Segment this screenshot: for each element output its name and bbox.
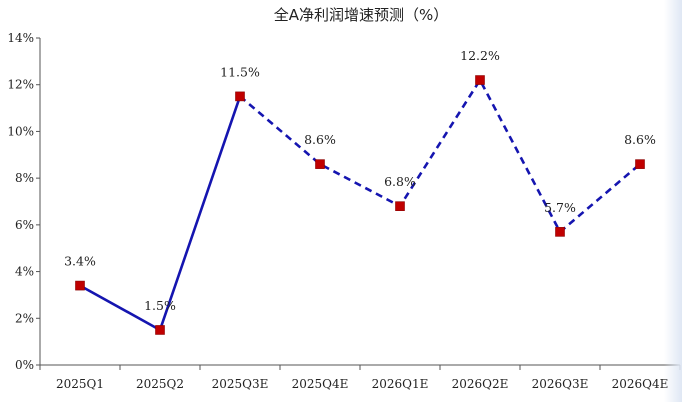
data-point bbox=[635, 159, 645, 169]
x-tick-label: 2026Q4E bbox=[612, 377, 669, 391]
x-tick-label: 2025Q1 bbox=[56, 377, 104, 391]
data-point bbox=[155, 325, 165, 335]
x-tick-label: 2026Q3E bbox=[532, 377, 589, 391]
data-labels: 3.4% 1.5% 11.5% 8.6% 6.8% 12.2% 5.7% 8.6% bbox=[64, 48, 656, 313]
data-point bbox=[75, 280, 85, 291]
actual-series-line bbox=[79, 95, 242, 332]
series-markers bbox=[75, 75, 645, 335]
data-label: 6.8% bbox=[384, 174, 416, 189]
y-tick-label: 4% bbox=[15, 265, 34, 279]
y-tick-label: 14% bbox=[7, 31, 34, 45]
x-tick-label: 2025Q3E bbox=[212, 377, 269, 391]
data-label: 12.2% bbox=[460, 48, 500, 63]
data-label: 1.5% bbox=[144, 298, 176, 313]
y-tick-label: 6% bbox=[15, 218, 34, 232]
x-tick-label: 2026Q1E bbox=[372, 377, 429, 391]
data-point bbox=[555, 227, 565, 237]
y-tick-label: 0% bbox=[15, 358, 34, 372]
x-tick-label: 2025Q2 bbox=[136, 377, 184, 391]
y-tick-label: 8% bbox=[15, 171, 34, 185]
data-point bbox=[235, 91, 245, 102]
chart-title: 全A净利润增速预测（%） bbox=[274, 6, 449, 24]
data-label: 5.7% bbox=[544, 200, 576, 215]
x-tick-label: 2026Q2E bbox=[452, 377, 509, 391]
data-point bbox=[475, 75, 485, 85]
edge-shade bbox=[664, 0, 682, 402]
x-tick-label: 2025Q4E bbox=[292, 377, 349, 391]
y-tick-label: 12% bbox=[7, 78, 34, 92]
x-axis-ticks: 2025Q1 2025Q2 2025Q3E 2025Q4E 2026Q1E 2026Q2E… bbox=[39, 365, 681, 391]
data-point bbox=[395, 201, 405, 211]
y-axis-ticks: 0% 2% 4% 6% 8% 10% 12% 14% bbox=[7, 31, 40, 372]
forecast-series-line bbox=[239, 78, 641, 234]
y-tick-label: 10% bbox=[7, 124, 34, 138]
data-label: 8.6% bbox=[304, 132, 336, 147]
data-label: 3.4% bbox=[64, 254, 96, 269]
y-tick-label: 2% bbox=[15, 311, 34, 325]
data-point bbox=[315, 159, 325, 169]
data-label: 11.5% bbox=[220, 64, 260, 79]
data-label: 8.6% bbox=[624, 132, 656, 147]
